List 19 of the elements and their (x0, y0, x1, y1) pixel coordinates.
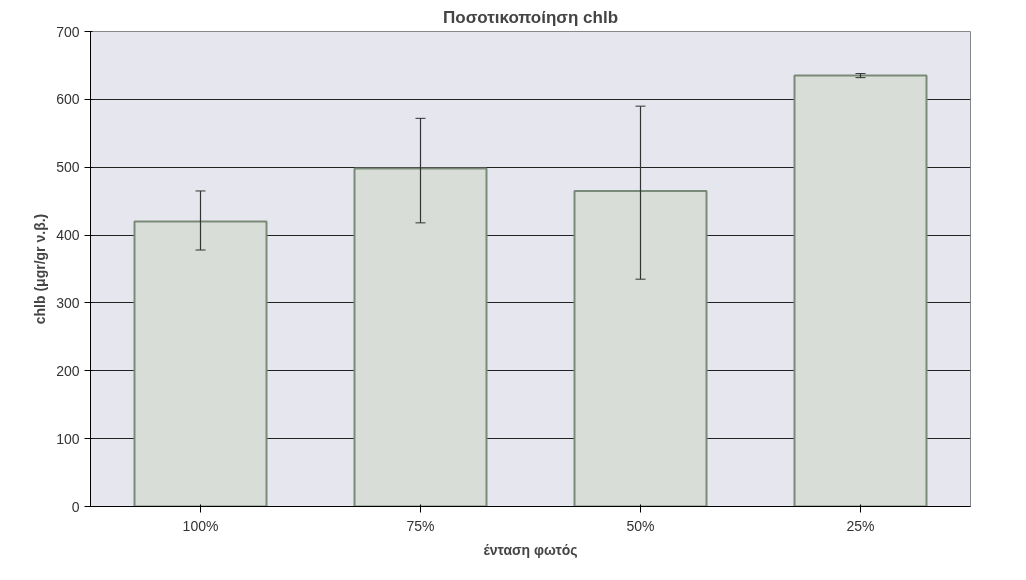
x-tick-label: 75% (406, 517, 435, 534)
x-axis-title: ένταση φωτός (483, 541, 578, 558)
bar (573, 189, 708, 507)
y-tick-label: 500 (56, 159, 80, 176)
bar (793, 74, 928, 507)
y-tick-label: 100 (56, 430, 80, 447)
x-tick-label: 50% (626, 517, 655, 534)
x-tick-label: 25% (846, 517, 875, 534)
y-tick-label: 400 (56, 227, 80, 244)
chart-title: Ποσοτικοποίηση chlb (442, 7, 619, 27)
y-tick-label: 700 (56, 23, 80, 40)
bar (133, 220, 268, 507)
y-tick-label: 0 (71, 498, 80, 515)
y-tick-label: 200 (56, 362, 80, 379)
bar (353, 167, 488, 507)
y-tick-label: 300 (56, 294, 80, 311)
x-tick-label: 100% (182, 517, 219, 534)
y-axis-title: chlb (μgr/gr ν.β.) (32, 213, 49, 325)
y-tick-label: 600 (56, 91, 80, 108)
